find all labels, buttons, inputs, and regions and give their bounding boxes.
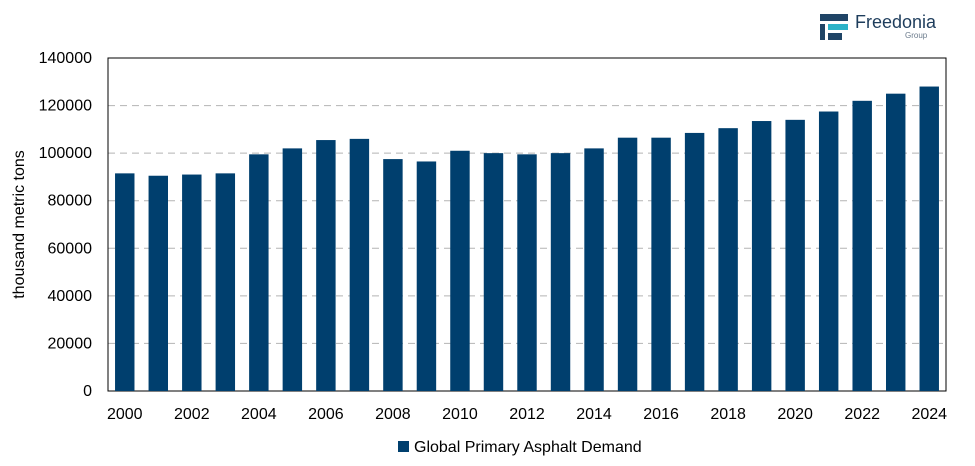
x-tick-label: 2004 <box>241 406 277 423</box>
freedonia-logo-mark-icon <box>820 14 848 40</box>
y-tick-label: 80000 <box>48 193 93 210</box>
brand-name: Freedonia <box>855 12 937 32</box>
bars <box>115 86 939 392</box>
x-tick-label: 2002 <box>174 406 210 423</box>
y-tick-label: 60000 <box>48 240 93 257</box>
legend-label: Global Primary Asphalt Demand <box>414 439 642 456</box>
bar-2018 <box>718 128 738 392</box>
legend-swatch <box>398 441 409 452</box>
bar-2010 <box>450 150 470 391</box>
bar-2013 <box>550 153 571 391</box>
bar-2000 <box>115 173 135 391</box>
y-axis-ticks: 0 20000 40000 60000 80000 100000 120000 140000 <box>39 50 92 400</box>
bar-2001 <box>148 175 169 391</box>
bar-2003 <box>215 173 236 391</box>
y-tick-label: 140000 <box>39 50 92 67</box>
bar-2004 <box>249 154 269 391</box>
freedonia-logo: Freedonia Group <box>820 12 937 40</box>
x-tick-label: 2014 <box>576 406 612 423</box>
x-tick-label: 2000 <box>107 406 143 423</box>
bar-2017 <box>684 132 705 392</box>
x-tick-label: 2018 <box>710 406 746 423</box>
bar-2002 <box>182 174 202 391</box>
bar-2016 <box>651 137 671 391</box>
y-tick-label: 0 <box>83 383 92 400</box>
bar-2015 <box>617 137 638 391</box>
bar-2023 <box>885 93 906 391</box>
x-tick-label: 2006 <box>308 406 344 423</box>
bar-2005 <box>282 148 303 391</box>
y-tick-label: 100000 <box>39 145 92 162</box>
y-axis-label: thousand metric tons <box>11 150 28 299</box>
bar-2011 <box>483 153 504 391</box>
x-tick-label: 2010 <box>442 406 478 423</box>
bar-2020 <box>785 119 805 391</box>
x-tick-label: 2020 <box>777 406 813 423</box>
bar-2021 <box>818 111 839 392</box>
bar-2008 <box>383 159 403 391</box>
bar-2012 <box>517 154 537 391</box>
bar-2006 <box>316 140 336 391</box>
y-tick-label: 40000 <box>48 288 93 305</box>
x-tick-label: 2024 <box>911 406 947 423</box>
x-tick-label: 2012 <box>509 406 545 423</box>
x-tick-label: 2016 <box>643 406 679 423</box>
y-tick-label: 20000 <box>48 335 93 352</box>
bar-2019 <box>751 121 772 392</box>
legend: Global Primary Asphalt Demand <box>398 439 642 456</box>
x-tick-label: 2022 <box>844 406 880 423</box>
gridlines <box>108 105 946 344</box>
x-axis-ticks: 2000 2002 2004 2006 2008 2010 2012 2014 2016 2018… <box>107 406 947 423</box>
brand-sub: Group <box>905 31 928 40</box>
x-tick-label: 2008 <box>375 406 411 423</box>
bar-2007 <box>349 138 370 391</box>
bar-2014 <box>584 148 604 391</box>
bar-2009 <box>416 161 437 391</box>
bar-2022 <box>852 100 872 392</box>
y-tick-label: 120000 <box>39 98 92 115</box>
bar-2024 <box>919 86 939 392</box>
